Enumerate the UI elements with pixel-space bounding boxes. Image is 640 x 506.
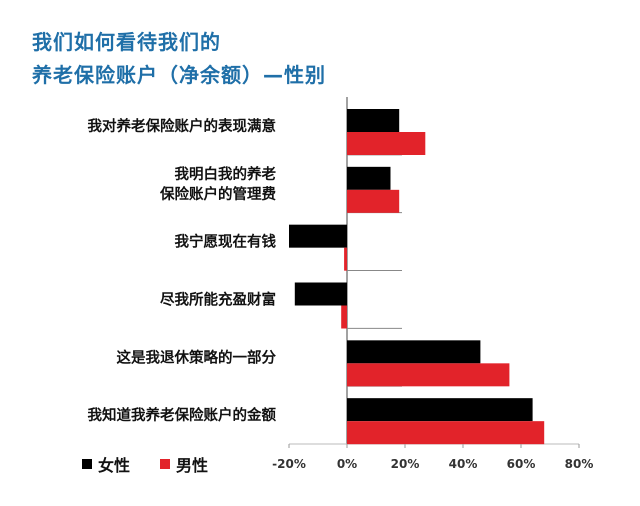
bar-female-5 xyxy=(347,398,533,422)
legend-female-swatch xyxy=(82,459,92,469)
bar-female-2 xyxy=(289,224,347,248)
bar-female-4 xyxy=(347,340,481,364)
x-tick-label: 40% xyxy=(449,457,478,471)
x-tick-label: 0% xyxy=(337,457,357,471)
bar-female-1 xyxy=(347,166,391,190)
legend-male-swatch xyxy=(160,459,170,469)
category-label-0: 我对养老保险账户的表现满意 xyxy=(88,117,277,135)
x-tick-label: 60% xyxy=(507,457,536,471)
category-label-4: 这是我退休策略的一部分 xyxy=(117,348,277,366)
bar-male-5 xyxy=(347,421,545,445)
category-label-1: 保险账户的管理费 xyxy=(159,185,276,203)
bar-female-3 xyxy=(294,282,347,306)
category-label-3: 尽我所能充盈财富 xyxy=(160,290,276,308)
x-tick-label: 80% xyxy=(565,457,594,471)
legend-female-label: 女性 xyxy=(98,456,131,475)
legend-male: 男性 xyxy=(160,452,208,476)
legend-male-label: 男性 xyxy=(176,456,209,475)
category-label-2: 我宁愿现在有钱 xyxy=(175,233,277,251)
x-tick-label: -20% xyxy=(272,457,306,471)
bar-female-0 xyxy=(347,109,400,132)
bar-male-4 xyxy=(347,363,510,387)
chart-title-line2: 养老保险账户（净余额）—性别 xyxy=(32,63,326,87)
bar-male-1 xyxy=(347,189,400,213)
bar-male-2 xyxy=(344,247,347,271)
chart-title-line1: 我们如何看待我们的 xyxy=(32,30,221,54)
bar-male-0 xyxy=(347,132,426,155)
category-label-1: 我明白我的养老 xyxy=(175,165,277,183)
bar-male-3 xyxy=(341,305,347,329)
legend-female: 女性 xyxy=(82,452,130,476)
x-tick-label: 20% xyxy=(391,457,420,471)
category-label-5: 我知道我养老保险账户的金额 xyxy=(88,406,277,424)
